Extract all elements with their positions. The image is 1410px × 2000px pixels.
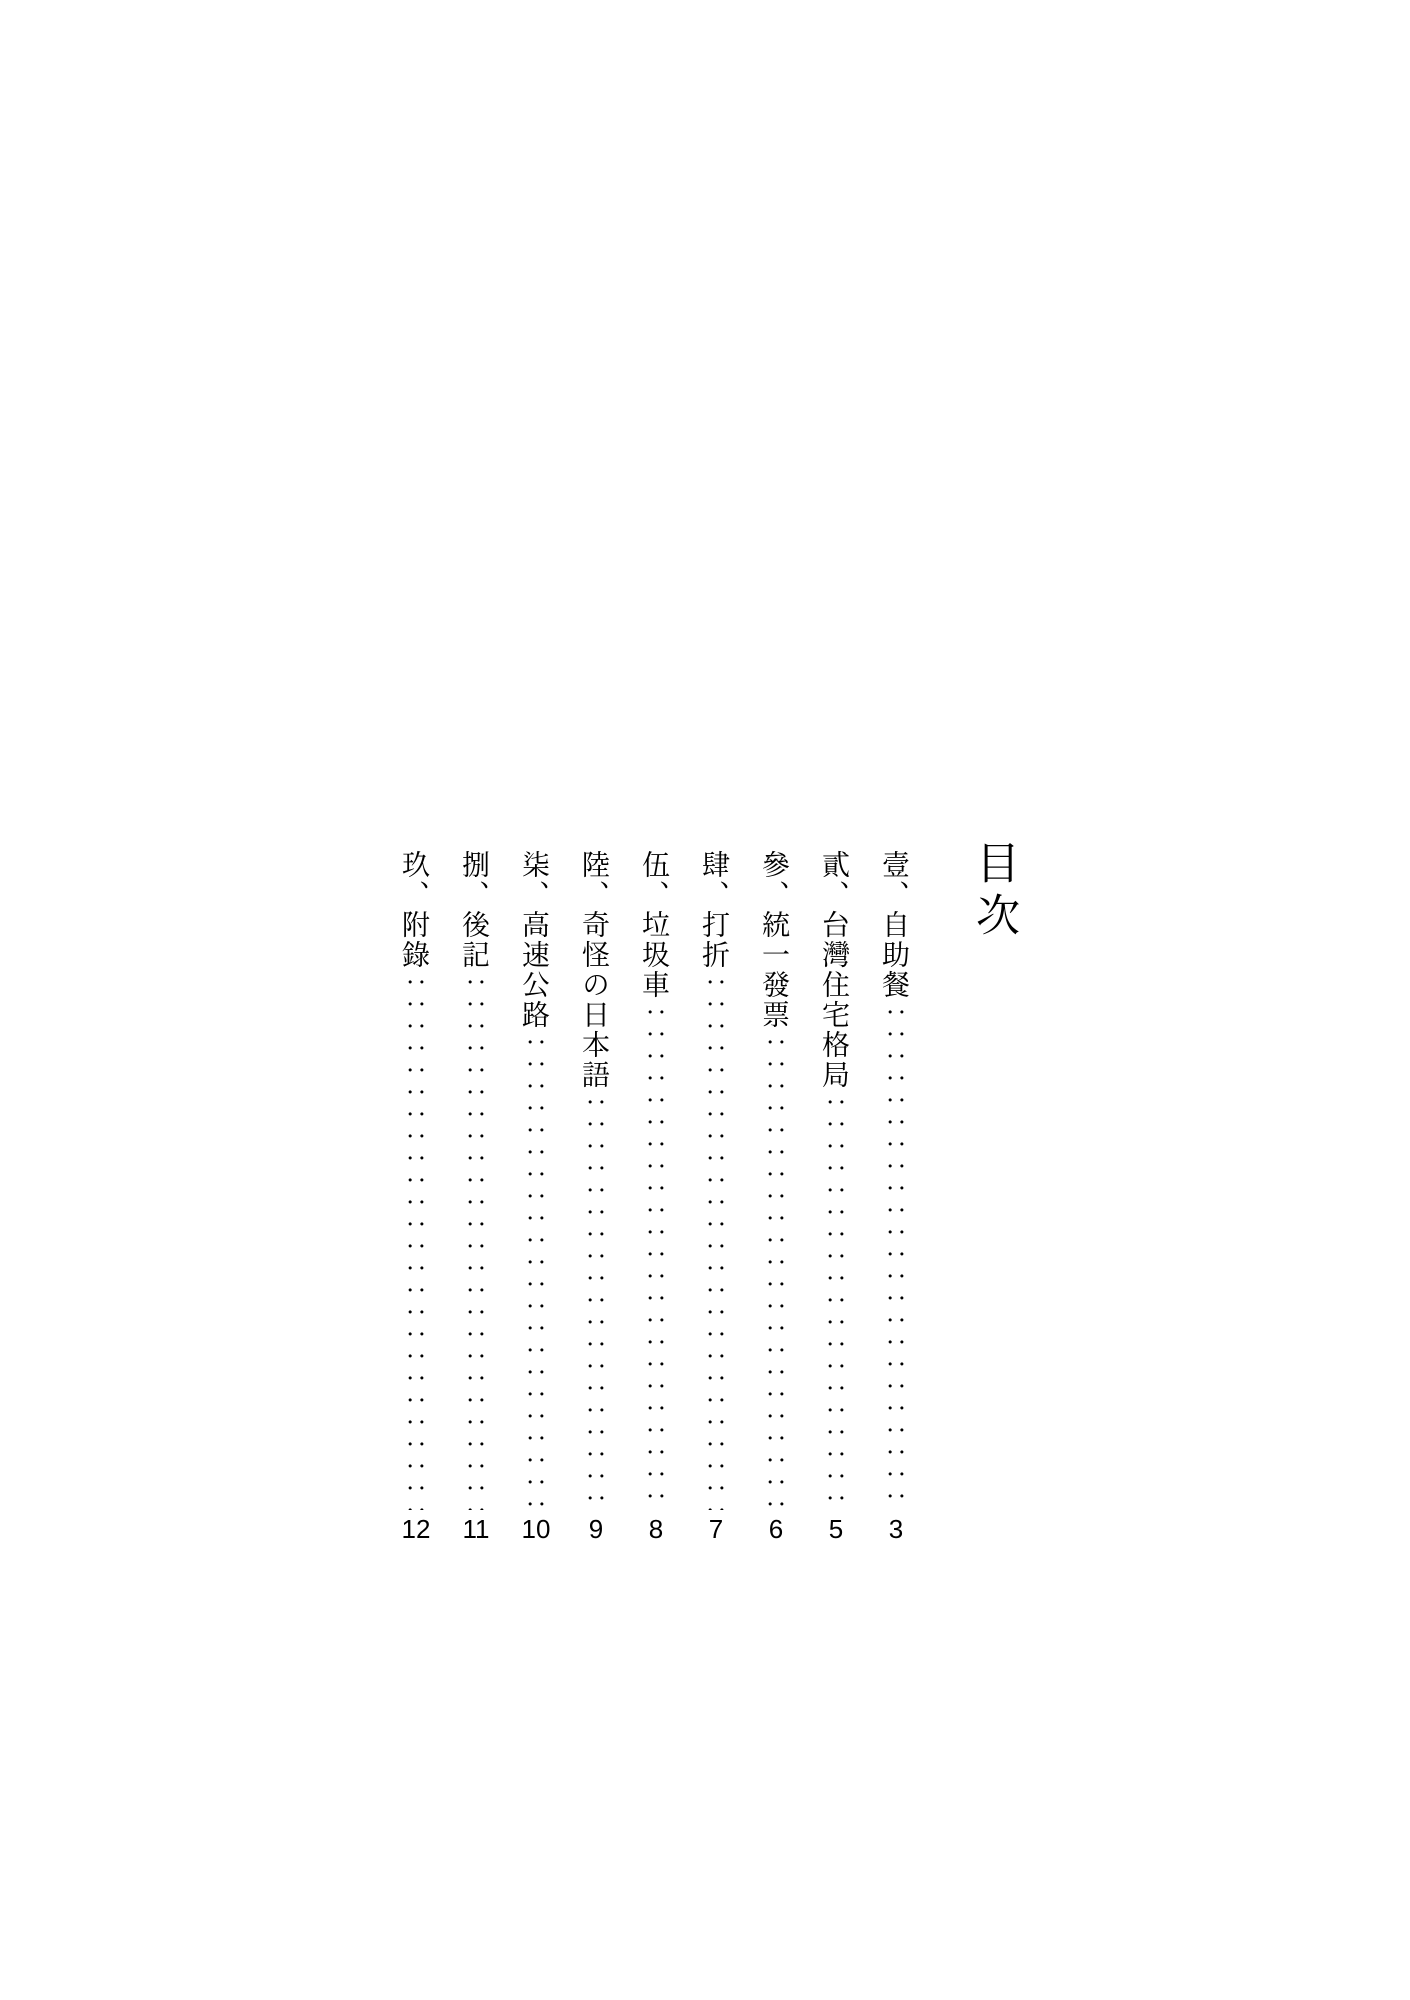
toc-leader-dots: ：：：：：：：：：：：：：：：：：：：：：：：：：：：：：：: [519, 1030, 554, 1510]
toc-leader-dots: ：：：：：：：：：：：：：：：：：：：：：：：：：：：：：：: [639, 1000, 674, 1510]
toc-leader-dots: ：：：：：：：：：：：：：：：：：：：：：：：：：：：：：：: [399, 970, 434, 1510]
toc-leader-dots: ：：：：：：：：：：：：：：：：：：：：：：：：：：：：：：: [819, 1090, 854, 1510]
toc-entry-label: 玖、附錄: [396, 850, 436, 970]
toc-entry-label: 肆、打折: [696, 850, 736, 970]
toc-leader-dots: ：：：：：：：：：：：：：：：：：：：：：：：：：：：：：：: [459, 970, 494, 1510]
toc-entry: 參、統一發票：：：：：：：：：：：：：：：：：：：：：：：：：：：：：： 6: [756, 850, 796, 1550]
toc-entry-text: 壹、自助餐：：：：：：：：：：：：：：：：：：：：：：：：：：：：：：: [876, 850, 916, 1510]
toc-title: 目次: [966, 840, 1030, 1550]
toc-entry-text: 柒、高速公路：：：：：：：：：：：：：：：：：：：：：：：：：：：：：：: [516, 850, 556, 1510]
toc-page-number: 6: [769, 1514, 783, 1545]
toc-page-number: 11: [463, 1514, 490, 1545]
table-of-contents: 目次 壹、自助餐：：：：：：：：：：：：：：：：：：：：：：：：：：：：：：3貳…: [396, 840, 1030, 1550]
toc-page-number: 9: [589, 1514, 603, 1545]
toc-entry-label: 伍、垃圾車: [636, 850, 676, 1000]
toc-page-number: 3: [889, 1514, 903, 1545]
toc-entry: 玖、附錄：：：：：：：：：：：：：：：：：：：：：：：：：：：：：： 12: [396, 850, 436, 1550]
toc-leader-dots: ：：：：：：：：：：：：：：：：：：：：：：：：：：：：：：: [879, 1000, 914, 1510]
toc-entry: 捌、後記：：：：：：：：：：：：：：：：：：：：：：：：：：：：：： 11: [456, 850, 496, 1550]
toc-entry-label: 柒、高速公路: [516, 850, 556, 1030]
toc-page-number: 5: [829, 1514, 843, 1545]
toc-leader-dots: ：：：：：：：：：：：：：：：：：：：：：：：：：：：：：：: [699, 970, 734, 1510]
toc-entry-text: 陸、奇怪の日本語：：：：：：：：：：：：：：：：：：：：：：：：：：：：：：: [576, 850, 616, 1510]
toc-leader-dots: ：：：：：：：：：：：：：：：：：：：：：：：：：：：：：：: [759, 1030, 794, 1510]
toc-entry-label: 陸、奇怪の日本語: [576, 850, 616, 1090]
toc-entry-text: 參、統一發票：：：：：：：：：：：：：：：：：：：：：：：：：：：：：：: [756, 850, 796, 1510]
toc-entry-text: 肆、打折：：：：：：：：：：：：：：：：：：：：：：：：：：：：：：: [696, 850, 736, 1510]
toc-entry: 陸、奇怪の日本語：：：：：：：：：：：：：：：：：：：：：：：：：：：：：： 9: [576, 850, 616, 1550]
toc-page-number: 8: [649, 1514, 663, 1545]
toc-entry: 伍、垃圾車：：：：：：：：：：：：：：：：：：：：：：：：：：：：：： 8: [636, 850, 676, 1550]
toc-entry-text: 捌、後記：：：：：：：：：：：：：：：：：：：：：：：：：：：：：：: [456, 850, 496, 1510]
toc-entry-text: 玖、附錄：：：：：：：：：：：：：：：：：：：：：：：：：：：：：：: [396, 850, 436, 1510]
toc-entry: 肆、打折：：：：：：：：：：：：：：：：：：：：：：：：：：：：：： 7: [696, 850, 736, 1550]
toc-entry-label: 貳、台灣住宅格局: [816, 850, 856, 1090]
toc-entry: 貳、台灣住宅格局：：：：：：：：：：：：：：：：：：：：：：：：：：：：：： 5: [816, 850, 856, 1550]
toc-page-number: 7: [709, 1514, 723, 1545]
toc-entry: 柒、高速公路：：：：：：：：：：：：：：：：：：：：：：：：：：：：：： 10: [516, 850, 556, 1550]
toc-page-number: 10: [522, 1514, 551, 1545]
toc-entry-label: 捌、後記: [456, 850, 496, 970]
toc-entry-text: 伍、垃圾車：：：：：：：：：：：：：：：：：：：：：：：：：：：：：：: [636, 850, 676, 1510]
toc-entry: 壹、自助餐：：：：：：：：：：：：：：：：：：：：：：：：：：：：：： 3: [876, 850, 916, 1550]
toc-entry-label: 參、統一發票: [756, 850, 796, 1030]
toc-entry-label: 壹、自助餐: [876, 850, 916, 1000]
toc-leader-dots: ：：：：：：：：：：：：：：：：：：：：：：：：：：：：：：: [579, 1090, 614, 1510]
toc-entries: 壹、自助餐：：：：：：：：：：：：：：：：：：：：：：：：：：：：：：3貳、台灣…: [396, 850, 916, 1550]
toc-entry-text: 貳、台灣住宅格局：：：：：：：：：：：：：：：：：：：：：：：：：：：：：：: [816, 850, 856, 1510]
toc-page-number: 12: [402, 1514, 431, 1545]
